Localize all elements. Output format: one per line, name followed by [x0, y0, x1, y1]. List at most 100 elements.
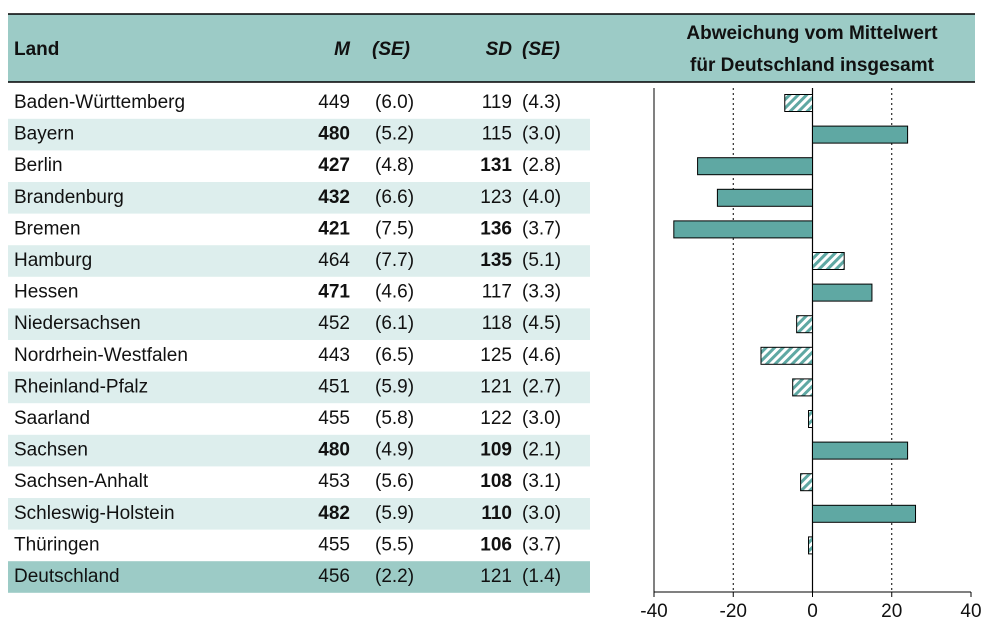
sd-se: (3.3) [522, 282, 561, 303]
sd-se: (3.1) [522, 471, 561, 492]
row-stripe [8, 308, 590, 340]
bar [808, 536, 813, 555]
sd: 123 [480, 187, 512, 208]
row-stripe [8, 371, 590, 404]
mean: 453 [318, 471, 350, 492]
sd: 118 [482, 313, 512, 334]
mean-se: (4.6) [375, 282, 414, 303]
header-m: M [334, 39, 351, 60]
sd: 109 [480, 440, 512, 461]
sd: 117 [482, 282, 512, 303]
mean: 471 [318, 282, 350, 303]
sd: 121 [480, 566, 512, 587]
x-tick-label: -20 [720, 601, 747, 622]
mean: 456 [318, 566, 350, 587]
header-land: Land [14, 39, 59, 60]
mean-se: (6.1) [375, 313, 414, 334]
sd-se: (4.3) [522, 92, 561, 113]
mean-se: (4.8) [375, 155, 414, 176]
bar [812, 252, 845, 270]
bar [812, 504, 917, 523]
sd-se: (1.4) [522, 566, 561, 587]
mean-se: (2.2) [375, 566, 414, 587]
mean-se: (5.8) [375, 408, 414, 429]
bar [673, 220, 813, 239]
x-tick-label: 0 [807, 601, 818, 622]
sd-se: (3.0) [522, 503, 561, 524]
sd: 110 [481, 503, 512, 524]
x-tick-label: -40 [640, 601, 667, 622]
mean: 432 [318, 187, 350, 208]
mean-se: (6.6) [375, 187, 414, 208]
land: Sachsen [14, 440, 88, 461]
land: Hamburg [14, 250, 92, 271]
sd: 108 [480, 471, 512, 492]
total-row-bg [8, 561, 590, 593]
bar [760, 346, 813, 365]
sd-se: (3.7) [522, 534, 561, 555]
row-stripe [8, 245, 590, 277]
sd-se: (2.7) [522, 376, 561, 397]
mean-se: (5.2) [375, 124, 414, 145]
bar [784, 94, 814, 112]
sd: 115 [482, 124, 512, 145]
sd-se: (3.0) [522, 124, 561, 145]
land: Berlin [14, 155, 63, 176]
bar [812, 125, 909, 144]
row-stripe [8, 434, 590, 467]
mean: 449 [318, 92, 350, 113]
land: Schleswig-Holstein [14, 503, 175, 524]
sd: 131 [480, 155, 512, 176]
mean: 480 [318, 440, 350, 461]
x-tick-label: 20 [881, 601, 902, 622]
mean-se: (5.9) [375, 503, 414, 524]
header-sd: SD [486, 39, 513, 60]
sd: 119 [482, 92, 512, 113]
x-tick-label: 40 [960, 601, 981, 622]
mean-se: (6.5) [375, 345, 414, 366]
land: Baden-Württemberg [14, 92, 185, 113]
sd-se: (2.1) [522, 440, 561, 461]
mean: 452 [318, 313, 350, 334]
mean: 464 [318, 250, 350, 271]
mean-se: (6.0) [375, 92, 414, 113]
mean-se: (5.5) [375, 534, 414, 555]
mean: 482 [318, 503, 350, 524]
mean: 443 [318, 345, 350, 366]
mean-se: (7.5) [375, 218, 414, 239]
mean-se: (4.9) [375, 440, 414, 461]
mean: 421 [318, 218, 350, 239]
mean: 480 [318, 124, 350, 145]
mean: 451 [318, 376, 350, 397]
mean-se: (5.6) [375, 471, 414, 492]
land: Sachsen-Anhalt [14, 471, 149, 492]
sd-se: (2.8) [522, 155, 561, 176]
sd-se: (3.7) [522, 218, 561, 239]
sd: 122 [480, 408, 512, 429]
mean-se: (5.9) [375, 376, 414, 397]
bar [792, 378, 813, 397]
row-stripe [8, 498, 590, 530]
bar [800, 473, 813, 492]
chart-title: Abweichung vom Mittelwert [686, 23, 938, 44]
land: Bremen [14, 218, 81, 239]
land: Deutschland [14, 566, 120, 587]
header-m-se: (SE) [372, 39, 410, 60]
land: Bayern [14, 124, 74, 145]
land: Rheinland-Pfalz [14, 376, 148, 397]
sd: 125 [480, 345, 512, 366]
sd-se: (4.6) [522, 345, 561, 366]
sd-se: (3.0) [522, 408, 561, 429]
sd-se: (4.0) [522, 187, 561, 208]
land: Nordrhein-Westfalen [14, 345, 188, 366]
sd-se: (5.1) [522, 250, 561, 271]
sd: 135 [480, 250, 512, 271]
mean: 427 [318, 155, 350, 176]
land: Brandenburg [14, 187, 124, 208]
land: Hessen [14, 282, 78, 303]
land: Saarland [14, 408, 90, 429]
bar [796, 315, 814, 334]
mean: 455 [318, 534, 350, 555]
